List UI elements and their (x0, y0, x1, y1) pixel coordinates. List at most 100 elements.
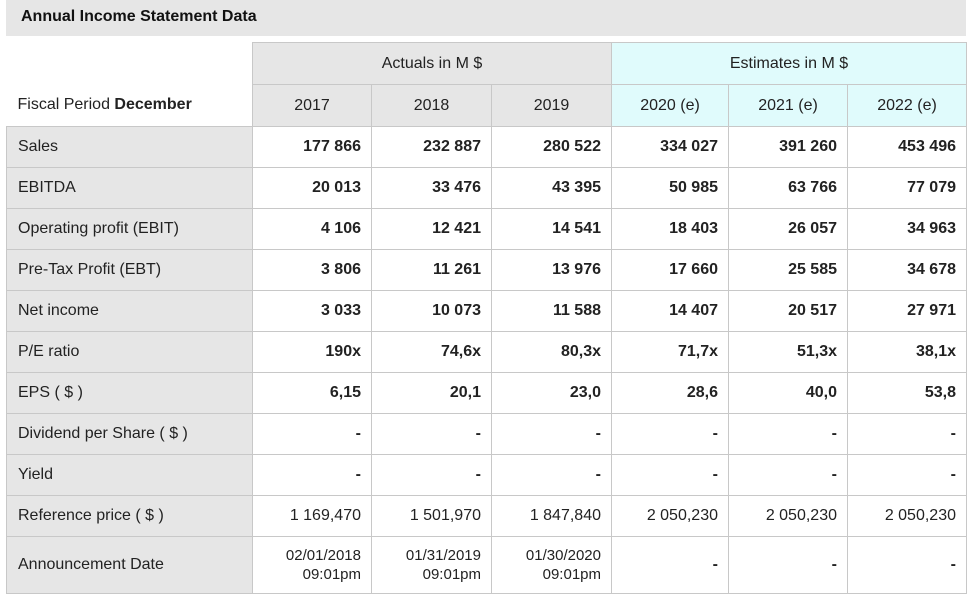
table-row: Pre-Tax Profit (EBT) 3 806 11 261 13 976 17 … (6, 249, 967, 291)
value-cell: - (252, 454, 372, 496)
row-label: P/E ratio (6, 331, 253, 373)
value-cell: 17 660 (611, 249, 729, 291)
value-cell: - (611, 454, 729, 496)
announcement-date-cell: 02/01/2018 09:01pm (252, 536, 372, 594)
row-label: Reference price ( $ ) (6, 495, 253, 537)
table-title: Annual Income Statement Data (21, 8, 257, 25)
value-cell: - (611, 536, 729, 594)
table-row: Yield - - - - - - (6, 454, 967, 496)
fiscal-period-prefix: Fiscal Period (17, 96, 115, 114)
value-cell: 34 678 (847, 249, 967, 291)
table-row: Reference price ( $ ) 1 169,470 1 501,970 1… (6, 495, 967, 537)
value-cell: 20 013 (252, 167, 372, 209)
value-cell: 63 766 (728, 167, 848, 209)
table-row: Sales 177 866 232 887 280 522 334 027 391 260… (6, 126, 967, 168)
value-cell: 14 407 (611, 290, 729, 332)
value-cell: 1 501,970 (371, 495, 492, 537)
table-row: Operating profit (EBIT) 4 106 12 421 14 541… (6, 208, 967, 250)
value-cell: 391 260 (728, 126, 848, 168)
value-cell: 190x (252, 331, 372, 373)
value-cell: - (847, 413, 967, 455)
header-corner (6, 42, 253, 85)
value-cell: - (491, 413, 612, 455)
value-cell: 6,15 (252, 372, 372, 414)
announcement-date-cell: 01/31/2019 09:01pm (371, 536, 492, 594)
row-label: Announcement Date (6, 536, 253, 594)
row-label: Net income (6, 290, 253, 332)
value-cell: 11 261 (371, 249, 492, 291)
time-text: 09:01pm (302, 566, 361, 583)
value-cell: 20,1 (371, 372, 492, 414)
row-label: Sales (6, 126, 253, 168)
value-cell: - (371, 454, 492, 496)
value-cell: 1 847,840 (491, 495, 612, 537)
header-group-row: Actuals in M $ Estimates in M $ (6, 42, 967, 85)
value-cell: 3 033 (252, 290, 372, 332)
time-text: 09:01pm (422, 566, 481, 583)
year-header: 2021 (e) (728, 84, 848, 127)
value-cell: 38,1x (847, 331, 967, 373)
income-statement-table: Actuals in M $ Estimates in M $ Fiscal P… (6, 42, 967, 594)
value-cell: 14 541 (491, 208, 612, 250)
value-cell: 10 073 (371, 290, 492, 332)
value-cell: 13 976 (491, 249, 612, 291)
value-cell: 43 395 (491, 167, 612, 209)
date-text: 01/30/2020 (525, 547, 601, 564)
year-header: 2020 (e) (611, 84, 729, 127)
value-cell: 25 585 (728, 249, 848, 291)
row-label: Yield (6, 454, 253, 496)
value-cell: 453 496 (847, 126, 967, 168)
value-cell: 77 079 (847, 167, 967, 209)
table-row: EPS ( $ ) 6,15 20,1 23,0 28,6 40,0 53,8 (6, 372, 967, 414)
value-cell: - (728, 454, 848, 496)
value-cell: - (728, 536, 848, 594)
year-header: 2022 (e) (847, 84, 967, 127)
value-cell: 1 169,470 (252, 495, 372, 537)
value-cell: - (847, 454, 967, 496)
value-cell: 71,7x (611, 331, 729, 373)
value-cell: 11 588 (491, 290, 612, 332)
value-cell: 80,3x (491, 331, 612, 373)
value-cell: 334 027 (611, 126, 729, 168)
value-cell: 26 057 (728, 208, 848, 250)
value-cell: 74,6x (371, 331, 492, 373)
row-label: Operating profit (EBIT) (6, 208, 253, 250)
row-label: Dividend per Share ( $ ) (6, 413, 253, 455)
value-cell: - (491, 454, 612, 496)
header-year-row: Fiscal Period December 2017 2018 2019 20… (6, 84, 967, 127)
value-cell: 12 421 (371, 208, 492, 250)
row-label: Pre-Tax Profit (EBT) (6, 249, 253, 291)
title-bar: Annual Income Statement Data (6, 0, 966, 36)
date-text: 01/31/2019 (405, 547, 481, 564)
value-cell: - (611, 413, 729, 455)
date-text: 02/01/2018 (285, 547, 361, 564)
value-cell: 23,0 (491, 372, 612, 414)
value-cell: 18 403 (611, 208, 729, 250)
value-cell: 34 963 (847, 208, 967, 250)
table-row: Dividend per Share ( $ ) - - - - - - (6, 413, 967, 455)
announcement-date-cell: 01/30/2020 09:01pm (491, 536, 612, 594)
table-row: P/E ratio 190x 74,6x 80,3x 71,7x 51,3x 38,1x (6, 331, 967, 373)
value-cell: - (728, 413, 848, 455)
value-cell: 40,0 (728, 372, 848, 414)
value-cell: 2 050,230 (847, 495, 967, 537)
fiscal-period-cell: Fiscal Period December (6, 84, 253, 127)
value-cell: - (252, 413, 372, 455)
value-cell: 50 985 (611, 167, 729, 209)
value-cell: 20 517 (728, 290, 848, 332)
row-label: EBITDA (6, 167, 253, 209)
row-label: EPS ( $ ) (6, 372, 253, 414)
table-row: Net income 3 033 10 073 11 588 14 407 20 517 2… (6, 290, 967, 332)
value-cell: 51,3x (728, 331, 848, 373)
value-cell: 2 050,230 (728, 495, 848, 537)
value-cell: 177 866 (252, 126, 372, 168)
time-text: 09:01pm (542, 566, 601, 583)
value-cell: 280 522 (491, 126, 612, 168)
year-header: 2019 (491, 84, 612, 127)
value-cell: 3 806 (252, 249, 372, 291)
value-cell: 232 887 (371, 126, 492, 168)
value-cell: 28,6 (611, 372, 729, 414)
table-row: Announcement Date 02/01/2018 09:01pm 01/31/… (6, 536, 967, 594)
value-cell: 27 971 (847, 290, 967, 332)
actuals-header: Actuals in M $ (252, 42, 612, 85)
